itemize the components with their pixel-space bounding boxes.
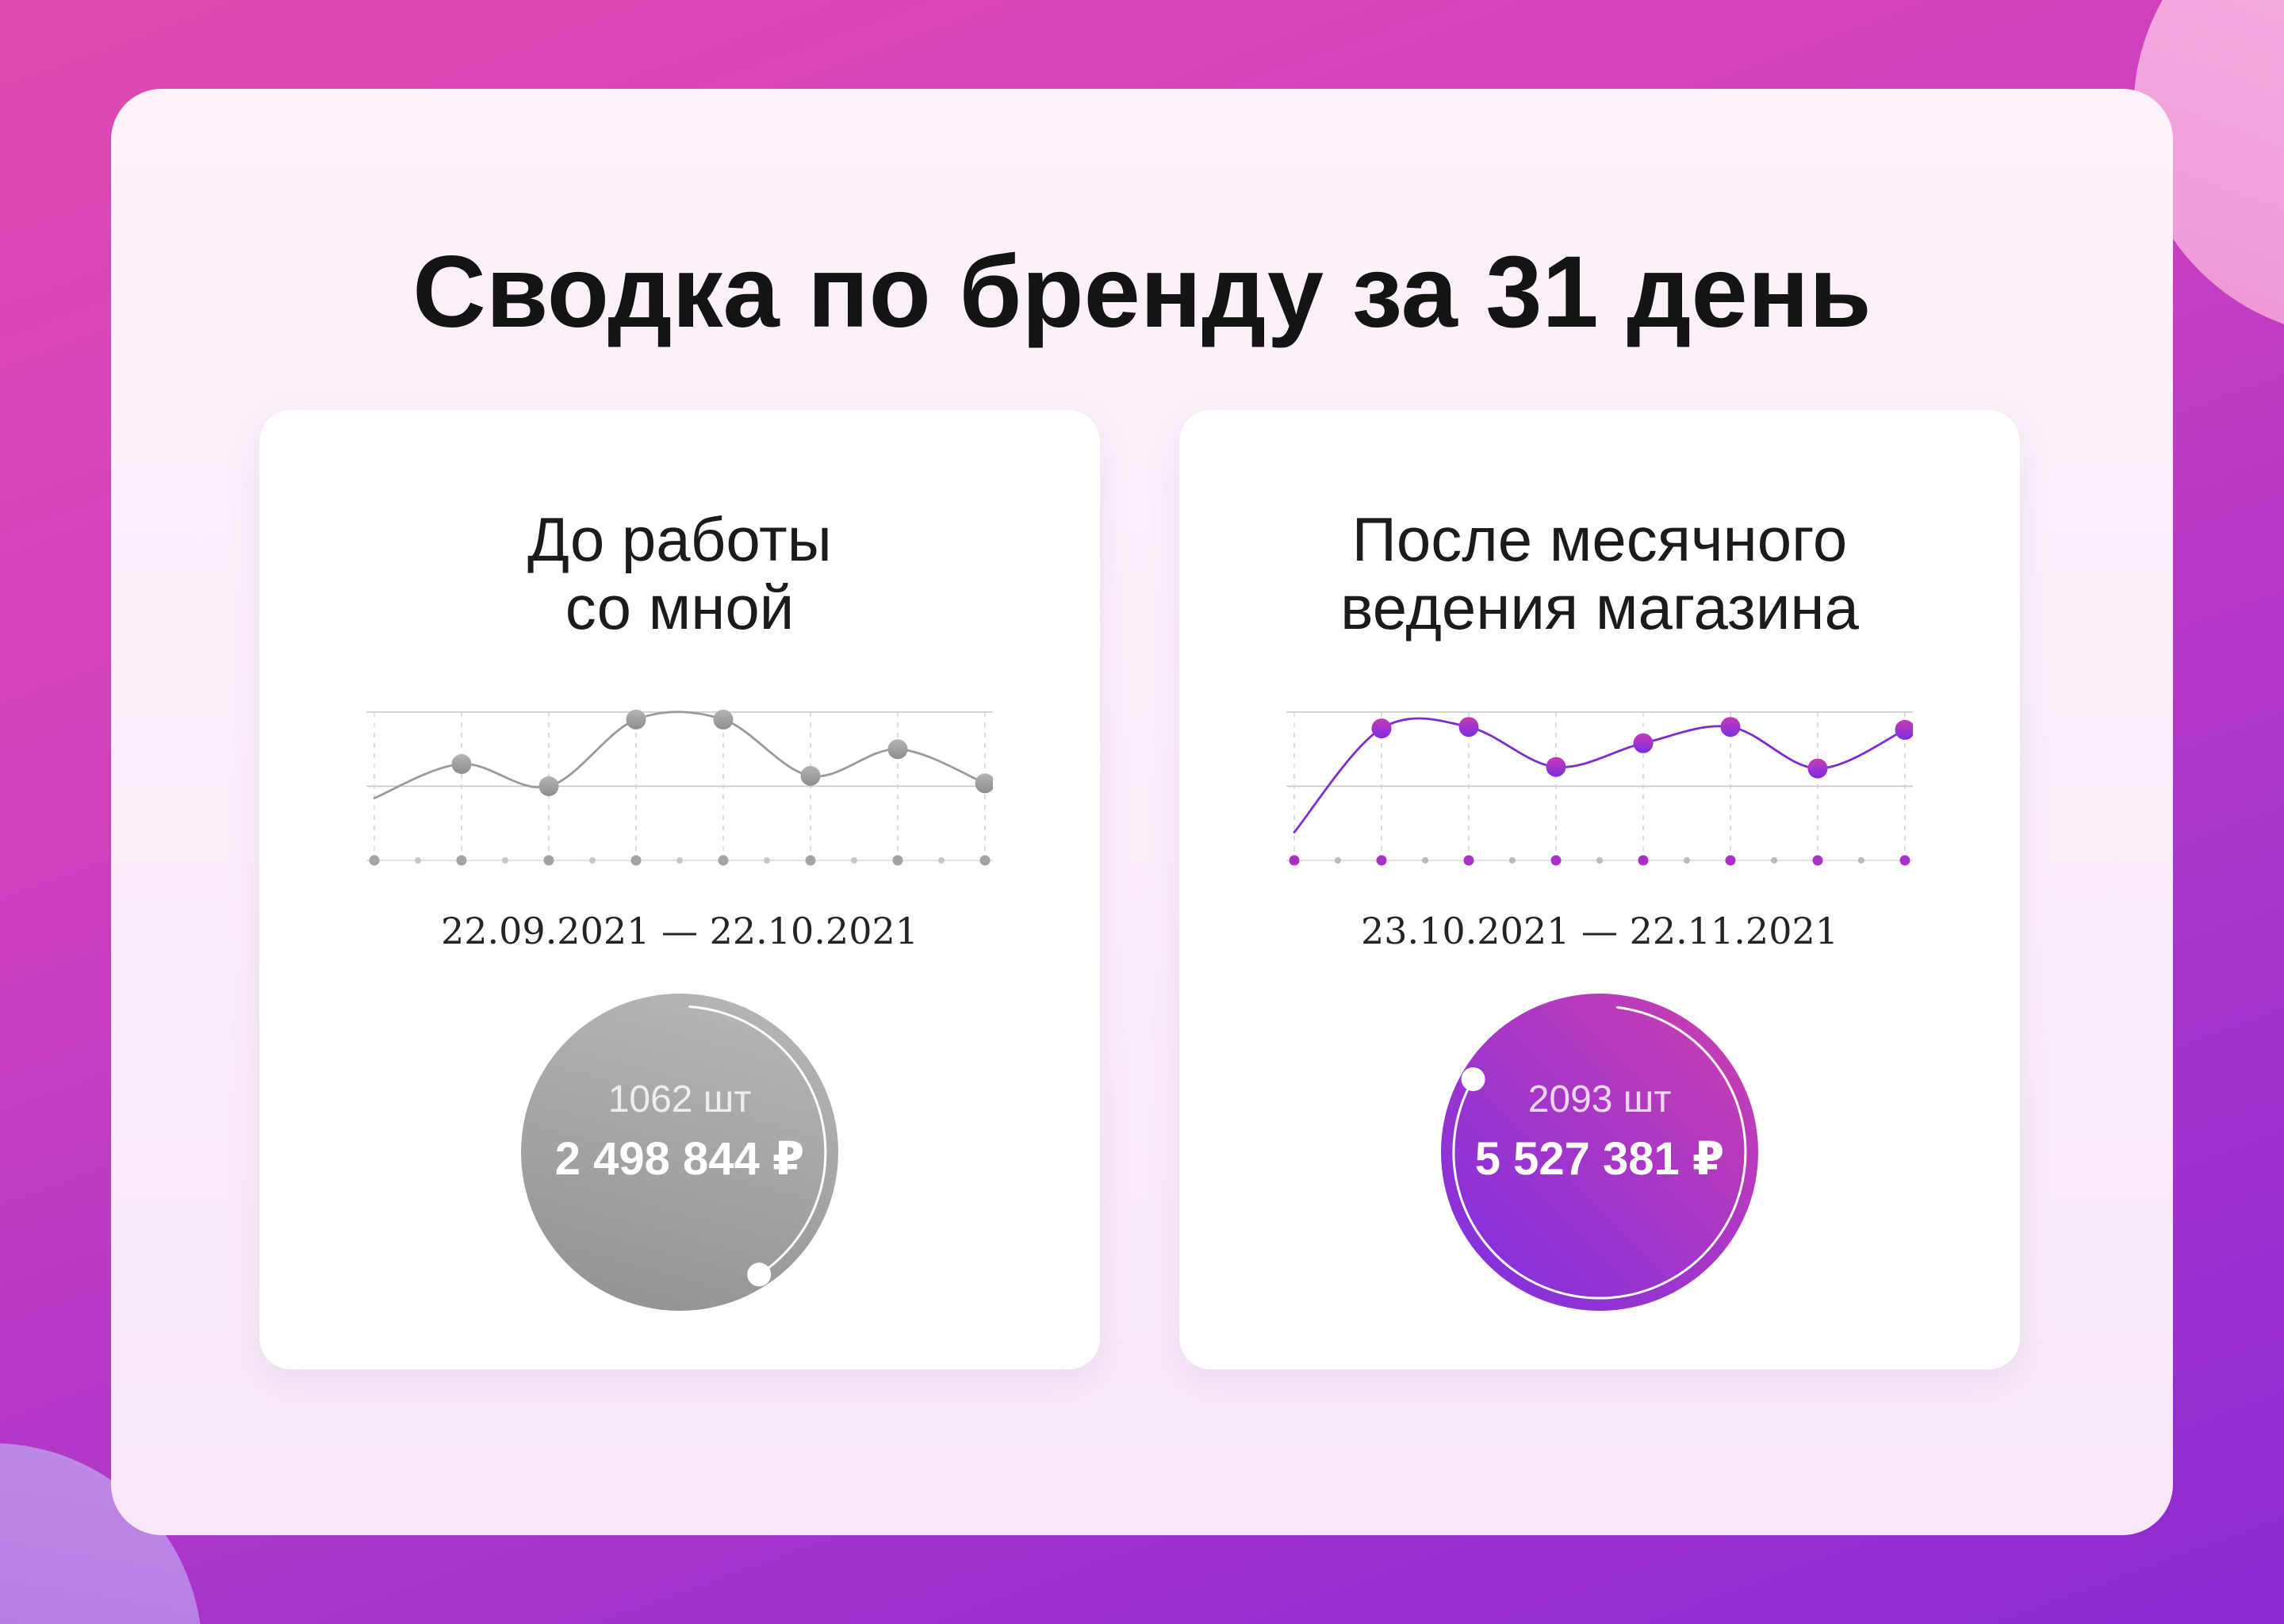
page-title: Сводка по бренду за 31 день [412,236,1872,349]
line-chart-after [1286,711,1913,866]
arc-stroke [688,1005,827,1276]
amount-after: 5 527 381 ₽ [1474,1133,1725,1185]
card-after-title: После месячного ведения магазина [1179,505,2020,642]
card-before-title-line1: До работы [527,504,832,574]
arc-end-dot [747,1262,772,1287]
progress-arc-after [1452,1005,1747,1300]
arc-end-dot [1461,1067,1485,1091]
line-chart-before [366,709,993,866]
card-after: После месячного ведения магазина 23.10.2… [1179,410,2020,1369]
card-before-title-line2: со мной [565,573,795,642]
stat-circle-before: 1062 шт 2 498 844 ₽ [521,994,838,1311]
quantity-before: 1062 шт [607,1078,752,1120]
card-before-title: До работы со мной [259,505,1100,642]
arc-stroke [1452,1005,1747,1300]
card-after-title-line1: После месячного [1351,504,1848,574]
stat-circle-after: 2093 шт 5 527 381 ₽ [1441,994,1758,1311]
card-after-title-line2: ведения магазина [1340,573,1859,642]
progress-arc-before [688,1005,827,1287]
card-before-date-range: 22.09.2021 — 22.10.2021 [441,910,918,952]
amount-before: 2 498 844 ₽ [554,1133,805,1185]
card-after-date-range: 23.10.2021 — 22.11.2021 [1361,910,1838,952]
card-before: До работы со мной 22.09.2021 — 22.10.202… [259,410,1100,1369]
quantity-after: 2093 шт [1527,1078,1672,1120]
